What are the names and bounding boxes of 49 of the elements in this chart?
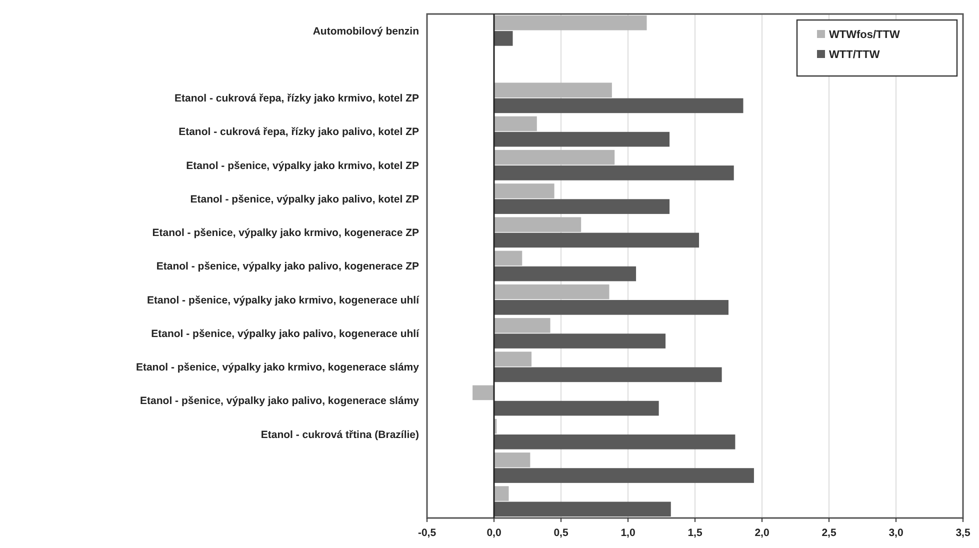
x-tick-label: 1,0 <box>620 527 636 539</box>
bar <box>494 15 647 30</box>
bar <box>494 334 666 348</box>
bar <box>494 352 532 366</box>
bar <box>494 367 722 382</box>
bar <box>494 300 728 315</box>
y-tick-label: Etanol - pšenice, výpalky jako krmivo, kogenerace ZP <box>152 227 419 240</box>
x-tick-label: -0,5 <box>418 527 436 539</box>
legend-label: WTWfos/TTW <box>829 28 900 41</box>
bar <box>494 250 522 266</box>
bar <box>494 98 744 114</box>
x-tick-label: 0,0 <box>486 527 502 539</box>
bar <box>494 400 659 416</box>
legend-label: WTT/TTW <box>829 48 880 61</box>
x-tick-label: 3,0 <box>888 527 904 539</box>
bar <box>494 284 610 300</box>
y-tick-label: Etanol - pšenice, výpalky jako krmivo, kogenerace uhlí <box>147 294 420 306</box>
bar <box>494 199 670 214</box>
y-tick-label: Etanol - pšenice, výpalky jako palivo, kotel ZP <box>190 193 419 206</box>
bar <box>494 150 615 165</box>
y-tick-label: Etanol - pšenice, výpalky jako palivo, kogenerace ZP <box>156 260 419 273</box>
bar <box>494 434 736 450</box>
x-tick-label: 0,5 <box>554 527 568 539</box>
bar <box>494 217 582 232</box>
y-tick-label: Etanol - cukrová řepa, řízky jako krmivo, kotel ZP <box>174 92 419 105</box>
x-tick-label: 3,5 <box>956 527 970 539</box>
bar <box>494 232 700 248</box>
y-tick-label: Automobilový benzin <box>312 25 419 38</box>
bar <box>494 132 670 147</box>
x-tick-label: 1,5 <box>688 527 702 539</box>
bar <box>494 468 754 483</box>
y-tick-label: Etanol - pšenice, výpalky jako krmivo, kogenerace slámy <box>136 362 420 374</box>
bar <box>494 318 550 333</box>
x-tick-label: 2,0 <box>754 527 770 539</box>
x-tick-label: 2,5 <box>822 527 836 539</box>
bar <box>472 385 494 400</box>
bar <box>494 31 513 46</box>
bar <box>494 166 734 180</box>
bar <box>494 82 612 98</box>
bar <box>494 266 636 282</box>
y-tick-label: Etanol - cukrová řepa, řízky jako palivo, kotel ZP <box>178 126 419 138</box>
y-tick-label: Etanol - pšenice, výpalky jako palivo, kogenerace slámy <box>140 395 420 408</box>
bar <box>494 486 509 501</box>
bar <box>494 116 537 132</box>
y-tick-label: Etanol - cukrová třtina (Brazílie) <box>260 428 419 441</box>
y-tick-label: Etanol - pšenice, výpalky jako krmivo, kotel ZP <box>186 160 419 172</box>
bar <box>494 452 530 468</box>
y-tick-label: Etanol - pšenice, výpalky jako palivo, kogenerace uhlí <box>151 328 420 340</box>
bar <box>494 184 554 198</box>
